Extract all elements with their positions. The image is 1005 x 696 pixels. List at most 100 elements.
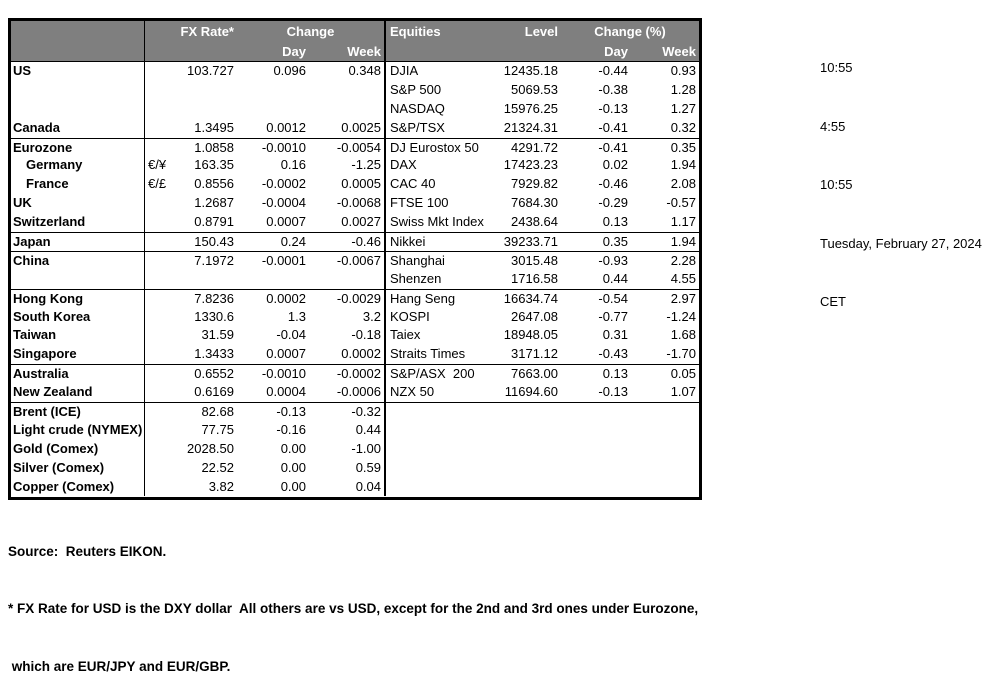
fx-day-change-cell: 0.0007 [266,214,306,230]
fx-label-cell: New Zealand [11,383,145,403]
fx-week-change-cell: -0.0067 [309,250,384,270]
equity-level-cell [491,440,561,459]
fx-label-cell: Taiwan [11,326,145,346]
equity-name-cell: DJIA [384,62,491,81]
header-spacer [145,43,237,62]
equity-day-change-cell: -0.13 [598,100,628,116]
equity-level-cell: 3171.12 [511,346,558,362]
equity-day-change-cell: -0.43 [598,346,628,362]
equity-week-change-cell: -0.57 [666,195,696,211]
equity-level-cell: 4291.72 [491,137,561,157]
fx-week-change-cell: -0.18 [351,327,381,343]
equity-level-cell [491,402,561,421]
fx-day-change-cell: -0.04 [276,327,306,343]
currency-pair-cell [145,270,179,289]
equity-week-change-cell: 0.32 [670,119,696,135]
currency-pair-cell [145,232,179,251]
fx-rate-cell: 1.0858 [179,137,237,157]
fx-week-change-cell: -0.46 [309,232,384,251]
fx-day-change-cell: 0.0002 [237,288,309,308]
equity-week-change-cell [631,440,699,459]
fx-rate-cell: 7.8236 [179,288,237,308]
currency-pair-cell [145,440,179,459]
equity-day-change-cell: -0.13 [598,384,628,400]
equity-day-change-cell: -0.93 [561,250,631,270]
equity-level-cell: 5069.53 [511,81,558,97]
equity-day-change-cell: -0.54 [561,288,631,308]
equity-week-change-cell: -1.70 [666,346,696,362]
equity-day-change-cell: -0.41 [561,137,631,157]
equity-name-cell: CAC 40 [384,175,491,195]
fx-day-change-cell: 0.24 [237,232,309,251]
equity-level-cell: 18948.05 [503,327,558,343]
equity-name-cell: Straits Times [384,345,491,365]
fx-day-header: Day [237,43,309,62]
equity-day-change-cell [561,421,631,440]
fx-day-change-cell: 0.00 [280,459,306,475]
header-corner-cell [11,21,145,43]
currency-pair-cell [145,194,179,213]
fx-week-change-cell: -0.0002 [309,364,384,383]
equity-level-cell: 2647.08 [511,308,558,324]
fx-rate-cell: 82.68 [179,402,237,421]
fx-day-change-cell [237,81,309,100]
timestamp-line: 10:55 [820,177,853,192]
equity-level-cell: 11694.60 [504,384,558,400]
equity-name-cell: DAX [384,156,491,176]
equity-week-change-cell: 1.27 [670,100,696,116]
footnote-line: which are EUR/JPY and EUR/GBP. [8,659,231,675]
equity-day-change-cell: -0.29 [598,195,628,211]
fx-rate-cell [179,270,237,289]
date-line: Tuesday, February 27, 2024 [820,235,982,251]
equity-week-change-cell [631,421,699,440]
equity-week-change-cell: 1.94 [631,232,699,251]
equities-header: Equities [384,21,491,43]
equity-level-cell [491,478,561,497]
equity-week-change-cell: 2.28 [631,250,699,270]
fx-label-cell: Eurozone [11,137,145,157]
footnote-line: * FX Rate for USD is the DXY dollar All … [8,601,699,617]
equity-week-change-cell: 1.28 [670,81,696,97]
fx-label-cell: Japan [11,232,145,251]
fx-week-change-cell: 0.348 [348,63,381,78]
fx-rate-header: FX Rate* [145,21,237,43]
fx-label-cell [11,80,145,100]
market-data-table: FX Rate* Change Equities Level Change (%… [8,18,702,500]
equity-name-cell: S&P/TSX [384,118,491,138]
equities-change-pct-header: Change (%) [561,21,699,43]
fx-label-cell: Light crude (NYMEX) [11,420,145,440]
equity-day-change-cell: 0.13 [561,364,631,383]
equity-level-cell: 17423.23 [503,157,558,173]
equity-name-cell: FTSE 100 [384,194,491,214]
equity-name-cell: KOSPI [384,307,491,327]
equity-name-cell: Shanghai [384,250,491,270]
fx-week-change-cell: -0.32 [309,402,384,421]
equity-name-cell [384,402,491,421]
equity-week-change-cell [631,478,699,497]
currency-pair-cell [145,345,179,364]
equity-level-cell [491,459,561,478]
fx-week-change-cell [309,100,384,119]
fx-label-cell: South Korea [11,307,145,327]
fx-label-cell: Australia [11,364,145,384]
equity-week-change-cell: 0.93 [670,63,696,78]
currency-pair-cell [145,250,179,270]
fx-week-change-cell: 0.04 [355,478,381,494]
timestamp-line: 4:55 [820,118,846,134]
fx-day-change-cell [237,270,309,289]
fx-week-change-cell: 0.59 [355,459,381,475]
fx-week-change-cell: -1.25 [351,157,381,173]
equity-name-cell: S&P 500 [384,80,491,100]
currency-pair-cell [145,421,179,440]
fx-week-change-cell: -0.0006 [336,384,381,400]
currency-pair-cell [145,137,179,157]
currency-pair-cell [145,364,179,383]
currency-pair-cell [145,213,179,232]
fx-day-change-cell: -0.16 [276,421,306,437]
fx-rate-cell: 1.2687 [194,195,234,211]
fx-week-change-cell: -0.0068 [336,195,381,211]
currency-pair-cell: €/£ [148,176,167,192]
fx-day-change-cell: 0.0004 [266,384,306,400]
fx-week-change-cell: 0.0005 [341,176,381,192]
equity-level-cell: 21324.31 [503,119,558,135]
